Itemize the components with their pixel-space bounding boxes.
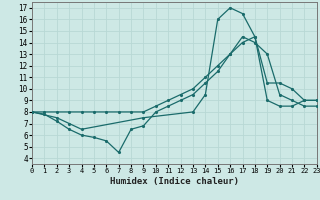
- X-axis label: Humidex (Indice chaleur): Humidex (Indice chaleur): [110, 177, 239, 186]
